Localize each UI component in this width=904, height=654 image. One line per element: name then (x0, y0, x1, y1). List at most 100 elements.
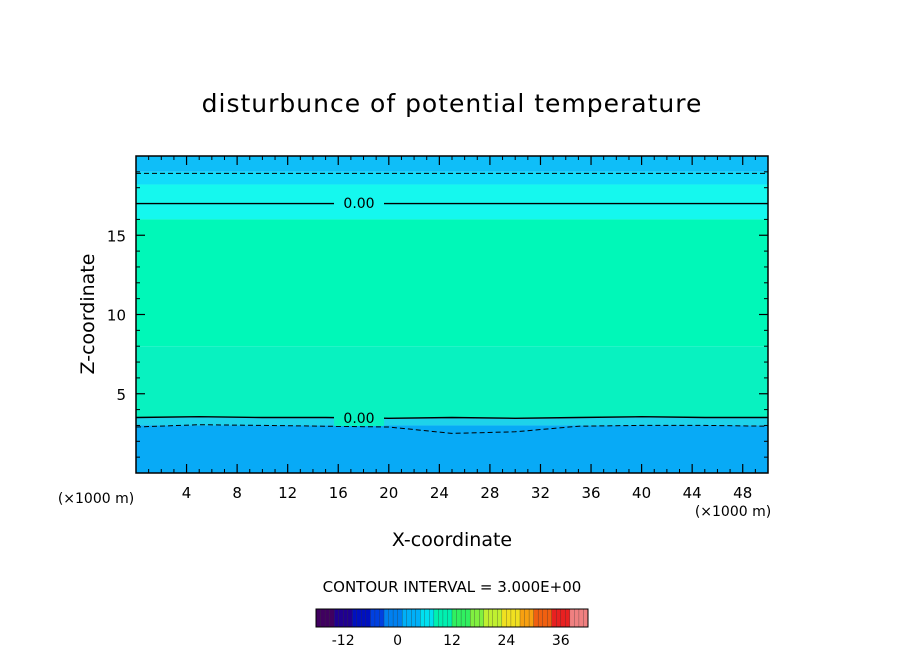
colorbar-tick-label: 0 (393, 633, 402, 649)
colorbar-cell (537, 608, 544, 628)
x-tick-label: 48 (733, 484, 752, 502)
contour-fill-layer (136, 346, 768, 418)
colorbar-ticks: -12 0 12 24 36 (332, 633, 570, 649)
colorbar-cell (578, 608, 584, 628)
colorbar-cell (479, 608, 485, 628)
colorbar-cell (451, 608, 457, 628)
colorbar-cell (565, 608, 571, 628)
colorbar-cell (506, 608, 512, 628)
colorbar-cell (574, 608, 580, 628)
contour-label-upper: 0.00 (343, 196, 374, 212)
colorbar-cell (533, 608, 539, 628)
x-tick-label: 32 (531, 484, 550, 502)
colorbar-cell (420, 608, 426, 628)
x-tick-label: 8 (232, 484, 242, 502)
contour-label-bg (334, 193, 384, 211)
y-tick-label: 5 (116, 386, 126, 404)
contour-fill-layer (136, 425, 768, 473)
x-tick-label: 16 (329, 484, 348, 502)
y-axis: 5 10 15 (107, 171, 768, 458)
contour-label-lower: 0.00 (343, 411, 374, 427)
y-tick-label: 15 (107, 227, 126, 245)
colorbar-cell (343, 608, 349, 628)
colorbar-cell (442, 608, 448, 628)
colorbar-cell (560, 608, 566, 628)
colorbar-tick-label: 36 (552, 633, 570, 649)
x-axis-label: X-coordinate (392, 529, 512, 551)
colorbar-cell (438, 608, 444, 628)
contour-fill-layer (136, 156, 768, 172)
x-tick-label: 4 (182, 484, 192, 502)
colorbar-cell (547, 608, 553, 628)
colorbar-cell (429, 608, 435, 628)
colorbar-cell (338, 608, 344, 628)
colorbar-cell (569, 608, 575, 628)
colorbar-cell (392, 608, 399, 628)
contour-lines (136, 172, 768, 434)
colorbar-cell (374, 608, 380, 628)
contour-fill-layer (136, 184, 768, 220)
y-axis-unit: (×1000 m) (58, 491, 134, 507)
contour-label-bg (334, 408, 384, 426)
y-axis-label: Z-coordinate (77, 254, 99, 375)
colorbar-tick-label: 24 (497, 633, 515, 649)
colorbar-cell (492, 608, 498, 628)
colorbar-cell (315, 608, 321, 628)
colorbar-cell (388, 608, 394, 628)
x-tick-label: 44 (683, 484, 702, 502)
y-tick-label: 10 (107, 307, 126, 325)
colorbar-cell (497, 608, 503, 628)
colorbar-tick-label: 12 (443, 633, 461, 649)
colorbar (315, 608, 589, 628)
x-tick-label: 12 (278, 484, 297, 502)
colorbar-cell (401, 608, 408, 628)
colorbar-cell (329, 608, 335, 628)
colorbar-cell (447, 608, 453, 628)
colorbar-cell (519, 608, 525, 628)
colorbar-cell (411, 608, 417, 628)
contour-line-negative (136, 424, 768, 434)
colorbar-cell (556, 608, 562, 628)
x-tick-label: 40 (632, 484, 651, 502)
colorbar-cell (379, 608, 385, 628)
contour-fill-layer (136, 417, 768, 426)
colorbar-cell (456, 608, 462, 628)
colorbar-cell (510, 608, 516, 628)
colorbar-cell (469, 608, 476, 628)
x-tick-label: 24 (430, 484, 449, 502)
contour-line-zero (136, 415, 768, 420)
colorbar-cell (433, 608, 439, 628)
colorbar-frame (315, 608, 589, 628)
colorbar-cell (460, 608, 467, 628)
colorbar-cell (424, 608, 430, 628)
colorbar-cell (542, 608, 548, 628)
colorbar-cell (324, 608, 331, 628)
colorbar-cell (347, 608, 353, 628)
colorbar-cell (356, 608, 362, 628)
colorbar-cell (551, 608, 557, 628)
x-axis: 4 8 12 16 20 24 28 32 36 40 44 48 (148, 156, 756, 502)
colorbar-cell (406, 608, 412, 628)
colorbar-cell (365, 608, 371, 628)
contour-interval-text: CONTOUR INTERVAL = 3.000E+00 (323, 578, 582, 596)
colorbar-cell (524, 608, 530, 628)
x-tick-label: 20 (379, 484, 398, 502)
colorbar-cell (483, 608, 489, 628)
x-tick-label: 36 (581, 484, 600, 502)
colorbar-cell (465, 608, 471, 628)
colorbar-cell (397, 608, 403, 628)
x-tick-label: 28 (480, 484, 499, 502)
colorbar-cell (528, 608, 535, 628)
colorbar-cell (333, 608, 340, 628)
colorbar-tick-label: -12 (332, 633, 355, 649)
colorbar-cell (361, 608, 367, 628)
colorbar-cell (352, 608, 358, 628)
chart-title: disturbunce of potential temperature (202, 89, 703, 118)
colorbar-cell (370, 608, 376, 628)
colorbar-cell (474, 608, 480, 628)
colorbar-cell (501, 608, 507, 628)
colorbar-cell (383, 608, 389, 628)
colorbar-cell (515, 608, 521, 628)
x-axis-unit: (×1000 m) (695, 504, 771, 520)
